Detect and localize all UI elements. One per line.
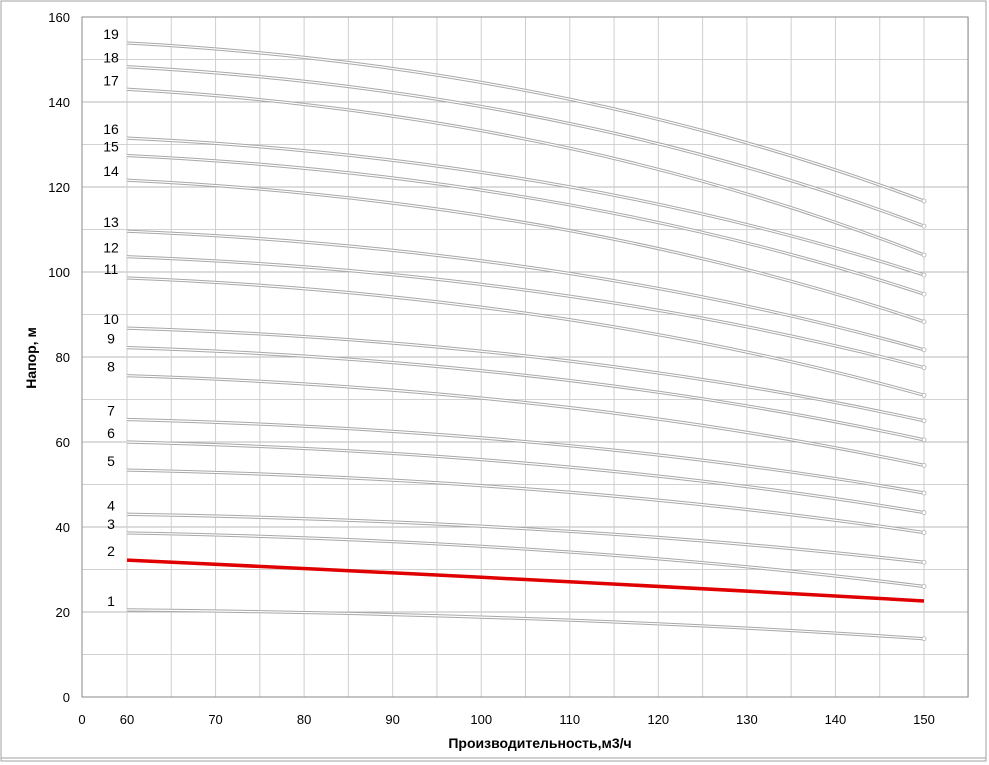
x-tick-label: 120 xyxy=(647,712,669,727)
curve-5-end-point xyxy=(921,530,927,535)
curve-19 xyxy=(126,42,925,202)
curve-18-end-point xyxy=(921,223,927,229)
curve-label-19: 19 xyxy=(103,26,119,42)
curve-label-13: 13 xyxy=(103,214,119,230)
curve-10 xyxy=(126,327,925,422)
y-axis-title: Напор, м xyxy=(23,327,39,389)
x-tick-label: 150 xyxy=(913,712,935,727)
curve-17 xyxy=(126,88,925,256)
x-axis-title: Производительность,м3/ч xyxy=(448,735,631,751)
x-tick-label: 110 xyxy=(559,712,580,727)
curve-9-end-point xyxy=(921,437,927,443)
curve-4-end-point xyxy=(921,559,927,565)
curve-label-10: 10 xyxy=(103,311,119,327)
curve-label-12: 12 xyxy=(103,240,119,256)
curve-13-end-point xyxy=(921,347,927,353)
curve-label-16: 16 xyxy=(103,121,119,137)
curve-label-6: 6 xyxy=(107,425,115,441)
x-tick-label: 90 xyxy=(385,712,399,727)
x-tick-label: 80 xyxy=(297,712,311,727)
curve-label-3: 3 xyxy=(107,516,115,532)
x-tick-label: 140 xyxy=(825,712,847,727)
y-tick-label: 40 xyxy=(56,520,70,535)
curve-6 xyxy=(126,441,925,514)
x-tick-label: 0 xyxy=(78,712,85,727)
curve-label-7: 7 xyxy=(107,402,115,418)
y-tick-label: 120 xyxy=(48,180,70,195)
y-tick-label: 80 xyxy=(56,350,70,365)
curve-8 xyxy=(126,375,925,466)
curve-7-end-point xyxy=(921,490,927,496)
curve-10-end-point xyxy=(921,418,927,424)
curve-12 xyxy=(126,256,925,369)
curve-16-end-point xyxy=(921,272,927,278)
curve-label-2: 2 xyxy=(107,543,115,559)
curve-5 xyxy=(126,469,925,534)
curve-16 xyxy=(126,137,925,276)
curve-15-end-point xyxy=(921,291,927,297)
curve-1-end-point xyxy=(921,636,927,642)
curve-1 xyxy=(126,609,925,640)
curve-label-15: 15 xyxy=(103,139,119,155)
curve-3 xyxy=(126,532,925,588)
x-tick-label: 100 xyxy=(470,712,492,727)
curve-4 xyxy=(126,513,925,563)
curve-label-5: 5 xyxy=(107,453,115,469)
curve-label-9: 9 xyxy=(107,331,115,347)
curve-label-18: 18 xyxy=(103,50,119,66)
tick-labels: 0 60 70 80 90 100 110 120 130 140 1500204060801001… xyxy=(48,10,935,727)
curve-14 xyxy=(126,179,925,323)
curve-3-end-point xyxy=(921,584,927,589)
curve-label-4: 4 xyxy=(107,497,115,513)
y-tick-label: 60 xyxy=(56,435,70,450)
curve-7 xyxy=(126,418,925,494)
curve-11 xyxy=(126,277,925,396)
pump-curves xyxy=(126,41,927,642)
curve-8-end-point xyxy=(921,462,927,468)
y-tick-label: 20 xyxy=(56,605,70,620)
x-tick-label: 130 xyxy=(736,712,758,727)
curve-label-11: 11 xyxy=(104,261,119,277)
x-tick-label: 60 xyxy=(120,712,134,727)
y-tick-label: 160 xyxy=(48,10,70,25)
curve-12-end-point xyxy=(921,365,927,371)
plot-border xyxy=(81,16,969,698)
y-tick-label: 0 xyxy=(63,690,70,705)
curve-13 xyxy=(126,230,925,351)
curve-14-end-point xyxy=(921,319,927,325)
x-tick-label: 70 xyxy=(208,712,222,727)
curve-9 xyxy=(126,347,925,441)
curve-17-end-point xyxy=(921,252,927,258)
curve-18 xyxy=(126,66,925,227)
curve-label-14: 14 xyxy=(103,163,119,179)
curve-label-1: 1 xyxy=(107,593,115,609)
y-tick-label: 100 xyxy=(48,265,70,280)
curve-label-8: 8 xyxy=(107,359,115,375)
curve-15 xyxy=(126,154,925,295)
y-tick-label: 140 xyxy=(48,95,70,110)
curve-11-end-point xyxy=(921,392,927,398)
curve-label-17: 17 xyxy=(103,72,119,88)
curve-2 xyxy=(126,558,925,603)
curve-6-end-point xyxy=(921,510,927,515)
curve-19-end-point xyxy=(921,198,927,204)
